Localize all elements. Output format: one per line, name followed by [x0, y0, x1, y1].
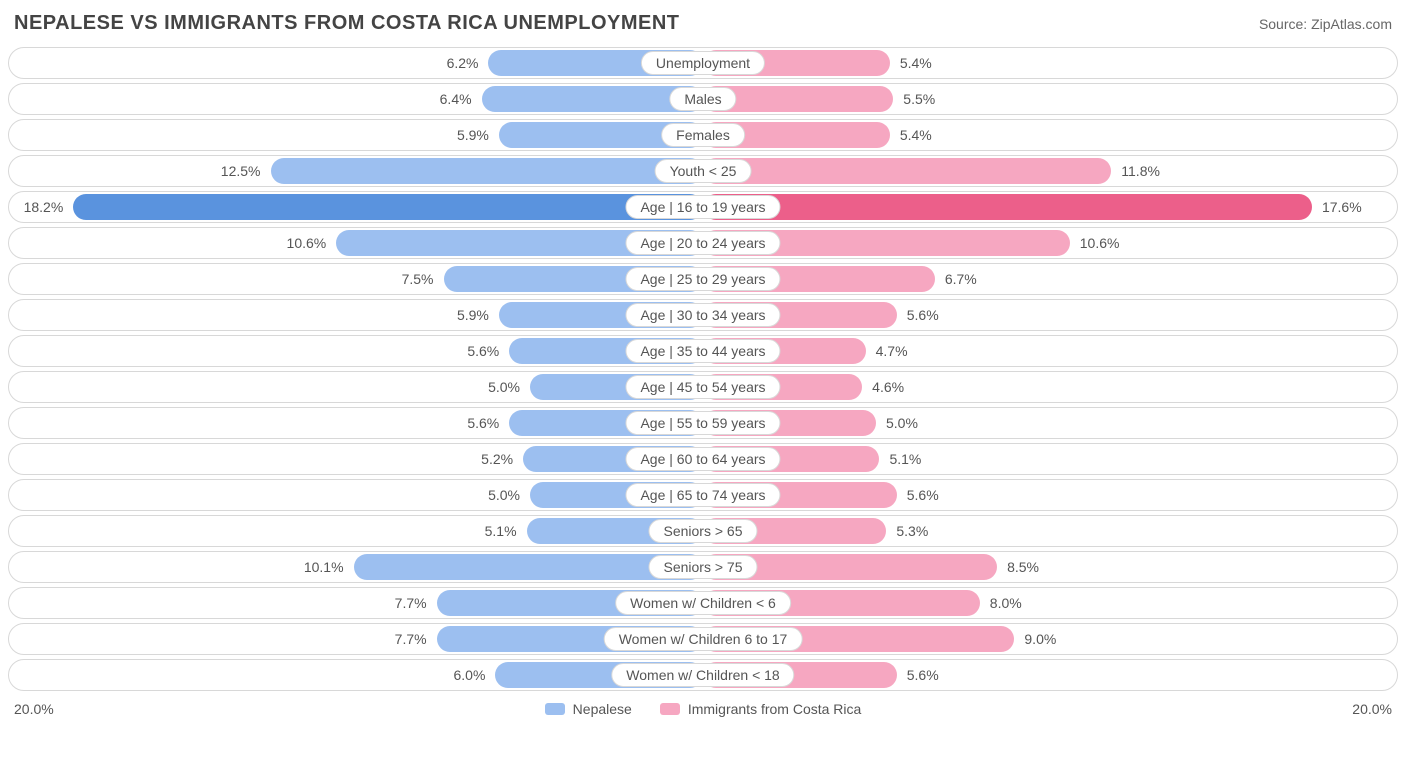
row-label: Age | 25 to 29 years [625, 267, 780, 291]
unemployment-diverging-chart: NEPALESE VS IMMIGRANTS FROM COSTA RICA U… [8, 8, 1398, 721]
value-left: 5.6% [457, 410, 509, 436]
value-left: 18.2% [14, 194, 74, 220]
chart-row: 5.9% 5.6% Age | 30 to 34 years [8, 299, 1398, 331]
legend-label-right: Immigrants from Costa Rica [688, 701, 861, 717]
legend-item-left: Nepalese [545, 701, 632, 717]
value-right: 5.5% [893, 86, 945, 112]
value-right: 8.0% [980, 590, 1032, 616]
chart-row: 7.5% 6.7% Age | 25 to 29 years [8, 263, 1398, 295]
value-left: 5.0% [478, 482, 530, 508]
row-label: Women w/ Children 6 to 17 [604, 627, 803, 651]
row-label: Women w/ Children < 18 [611, 663, 794, 687]
value-left: 5.9% [447, 302, 499, 328]
chart-row: 5.6% 5.0% Age | 55 to 59 years [8, 407, 1398, 439]
chart-row: 18.2% 17.6% Age | 16 to 19 years [8, 191, 1398, 223]
row-label: Age | 30 to 34 years [625, 303, 780, 327]
value-right: 11.8% [1111, 158, 1170, 184]
chart-source: Source: ZipAtlas.com [1259, 16, 1392, 32]
value-right: 4.7% [866, 338, 918, 364]
value-right: 8.5% [997, 554, 1049, 580]
chart-row: 5.2% 5.1% Age | 60 to 64 years [8, 443, 1398, 475]
chart-header: NEPALESE VS IMMIGRANTS FROM COSTA RICA U… [8, 8, 1398, 47]
value-right: 5.6% [897, 482, 949, 508]
value-left: 5.6% [457, 338, 509, 364]
row-label: Youth < 25 [655, 159, 752, 183]
bar-left [271, 158, 704, 184]
row-label: Males [669, 87, 736, 111]
chart-rows: 6.2% 5.4% Unemployment 6.4% 5.5% Males 5.9% 5.4… [8, 47, 1398, 691]
value-left: 6.0% [443, 662, 495, 688]
axis-max-right: 20.0% [1352, 701, 1392, 717]
value-right: 9.0% [1014, 626, 1066, 652]
row-label: Age | 16 to 19 years [625, 195, 780, 219]
chart-row: 7.7% 8.0% Women w/ Children < 6 [8, 587, 1398, 619]
row-label: Seniors > 75 [649, 555, 758, 579]
bar-right [703, 194, 1312, 220]
row-label: Age | 35 to 44 years [625, 339, 780, 363]
value-right: 10.6% [1070, 230, 1130, 256]
chart-row: 5.9% 5.4% Females [8, 119, 1398, 151]
chart-row: 5.6% 4.7% Age | 35 to 44 years [8, 335, 1398, 367]
chart-row: 6.2% 5.4% Unemployment [8, 47, 1398, 79]
axis-max-left: 20.0% [14, 701, 54, 717]
value-right: 17.6% [1312, 194, 1372, 220]
value-left: 7.7% [385, 590, 437, 616]
row-label: Age | 45 to 54 years [625, 375, 780, 399]
row-label: Age | 20 to 24 years [625, 231, 780, 255]
value-left: 5.0% [478, 374, 530, 400]
value-left: 5.1% [475, 518, 527, 544]
value-left: 6.2% [437, 50, 489, 76]
value-right: 5.1% [879, 446, 931, 472]
value-right: 6.7% [935, 266, 987, 292]
row-label: Unemployment [641, 51, 765, 75]
row-label: Females [661, 123, 745, 147]
chart-row: 5.0% 5.6% Age | 65 to 74 years [8, 479, 1398, 511]
legend: Nepalese Immigrants from Costa Rica [545, 701, 862, 717]
value-right: 5.6% [897, 302, 949, 328]
value-left: 10.6% [277, 230, 337, 256]
value-left: 7.7% [385, 626, 437, 652]
value-right: 4.6% [862, 374, 914, 400]
value-right: 5.4% [890, 50, 942, 76]
value-right: 5.3% [886, 518, 938, 544]
chart-title: NEPALESE VS IMMIGRANTS FROM COSTA RICA U… [14, 12, 680, 35]
chart-row: 10.6% 10.6% Age | 20 to 24 years [8, 227, 1398, 259]
row-label: Age | 65 to 74 years [625, 483, 780, 507]
legend-swatch-left [545, 703, 565, 715]
chart-row: 10.1% 8.5% Seniors > 75 [8, 551, 1398, 583]
value-right: 5.4% [890, 122, 942, 148]
chart-footer: 20.0% Nepalese Immigrants from Costa Ric… [8, 691, 1398, 721]
bar-left [73, 194, 703, 220]
row-label: Women w/ Children < 6 [615, 591, 791, 615]
legend-item-right: Immigrants from Costa Rica [660, 701, 861, 717]
bar-right [703, 158, 1111, 184]
legend-swatch-right [660, 703, 680, 715]
value-left: 6.4% [430, 86, 482, 112]
value-left: 10.1% [294, 554, 354, 580]
value-left: 5.2% [471, 446, 523, 472]
row-label: Age | 60 to 64 years [625, 447, 780, 471]
chart-row: 5.0% 4.6% Age | 45 to 54 years [8, 371, 1398, 403]
value-left: 12.5% [211, 158, 271, 184]
row-label: Seniors > 65 [649, 519, 758, 543]
chart-row: 12.5% 11.8% Youth < 25 [8, 155, 1398, 187]
value-left: 7.5% [392, 266, 444, 292]
row-label: Age | 55 to 59 years [625, 411, 780, 435]
value-right: 5.6% [897, 662, 949, 688]
value-right: 5.0% [876, 410, 928, 436]
value-left: 5.9% [447, 122, 499, 148]
legend-label-left: Nepalese [573, 701, 632, 717]
chart-row: 6.4% 5.5% Males [8, 83, 1398, 115]
chart-row: 5.1% 5.3% Seniors > 65 [8, 515, 1398, 547]
chart-row: 6.0% 5.6% Women w/ Children < 18 [8, 659, 1398, 691]
chart-row: 7.7% 9.0% Women w/ Children 6 to 17 [8, 623, 1398, 655]
